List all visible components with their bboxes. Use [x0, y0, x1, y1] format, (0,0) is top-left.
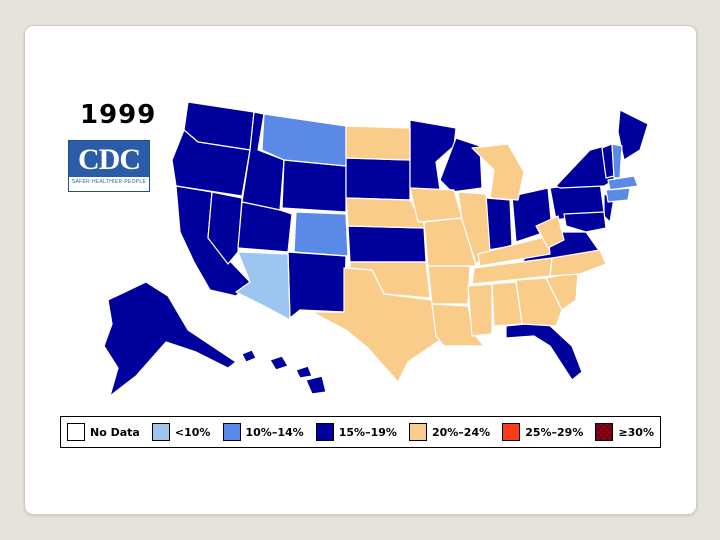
- legend-label-20-24: 20%–24%: [431, 425, 491, 439]
- state-iowa: [409, 187, 463, 223]
- state-delaware-maryland: [563, 211, 607, 233]
- legend-label-25-29: 25%–29%: [525, 425, 584, 439]
- cdc-logo-tagline: SAFER·HEALTHIER·PEOPLE: [71, 179, 147, 185]
- state-alaska: [103, 281, 237, 397]
- state-utah: [237, 201, 293, 253]
- legend-swatch-ge-30: [595, 423, 614, 441]
- state-michigan: [471, 143, 525, 201]
- state-florida: [505, 321, 583, 381]
- legend: No Data <10% 10%–14% 15%–19% 20%–24% 25%…: [60, 416, 661, 448]
- legend-swatch-20-24: [408, 423, 427, 441]
- legend-swatch-lt-10: [151, 423, 170, 441]
- legend-swatch-15-19: [315, 423, 334, 441]
- legend-swatch-10-14: [222, 423, 241, 441]
- legend-item-20-24: 20%–24%: [408, 423, 491, 441]
- state-kentucky: [477, 235, 551, 267]
- region-10-14: [261, 113, 639, 257]
- legend-item-no-data: No Data: [67, 423, 140, 441]
- state-wyoming: [281, 159, 347, 213]
- cdc-logo: CDC SAFER·HEALTHIER·PEOPLE: [68, 140, 150, 192]
- state-hawaii-2: [269, 355, 289, 371]
- legend-item-10-14: 10%–14%: [222, 423, 304, 441]
- legend-label-10-14: 10%–14%: [245, 425, 304, 439]
- legend-label-15-19: 15%–19%: [338, 425, 397, 439]
- legend-label-ge-30: ≥30%: [618, 425, 654, 439]
- region-15-19: [103, 101, 649, 397]
- state-mississippi: [467, 283, 493, 337]
- state-hawaii-4: [305, 375, 327, 395]
- region-lt-10: [235, 251, 291, 321]
- state-louisiana: [431, 303, 485, 347]
- state-south-dakota: [345, 157, 411, 201]
- state-hawaii-3: [295, 365, 313, 379]
- state-new-hampshire: [611, 143, 623, 179]
- state-north-dakota: [345, 125, 411, 161]
- state-texas: [311, 267, 441, 383]
- state-oregon: [171, 129, 251, 197]
- year-title: 1999: [80, 100, 157, 130]
- state-wisconsin: [439, 137, 483, 193]
- region-20-24: [311, 125, 607, 383]
- us-map: [103, 101, 649, 397]
- state-maine: [617, 109, 649, 161]
- state-west-virginia: [535, 215, 565, 249]
- legend-swatch-25-29: [502, 423, 521, 441]
- legend-item-15-19: 15%–19%: [315, 423, 397, 441]
- state-arizona: [235, 251, 291, 321]
- state-massachusetts: [607, 175, 639, 191]
- state-hawaii-1: [241, 349, 257, 363]
- legend-item-lt-10: <10%: [151, 423, 211, 441]
- state-missouri: [423, 217, 477, 267]
- state-new-mexico: [287, 251, 347, 319]
- legend-label-no-data: No Data: [90, 425, 140, 439]
- state-connecticut-ri: [605, 187, 631, 203]
- legend-item-ge-30: ≥30%: [595, 423, 654, 441]
- state-montana: [261, 113, 347, 167]
- state-north-carolina: [549, 249, 607, 277]
- state-arkansas: [427, 265, 471, 305]
- state-nevada: [207, 191, 243, 265]
- legend-item-25-29: 25%–29%: [502, 423, 583, 441]
- legend-swatch-no-data: [67, 423, 85, 441]
- state-idaho: [241, 111, 285, 211]
- cdc-logo-letters: CDC: [69, 141, 149, 177]
- legend-label-lt-10: <10%: [174, 425, 211, 439]
- state-kansas: [347, 225, 427, 263]
- state-colorado: [293, 211, 349, 257]
- state-georgia: [515, 277, 563, 327]
